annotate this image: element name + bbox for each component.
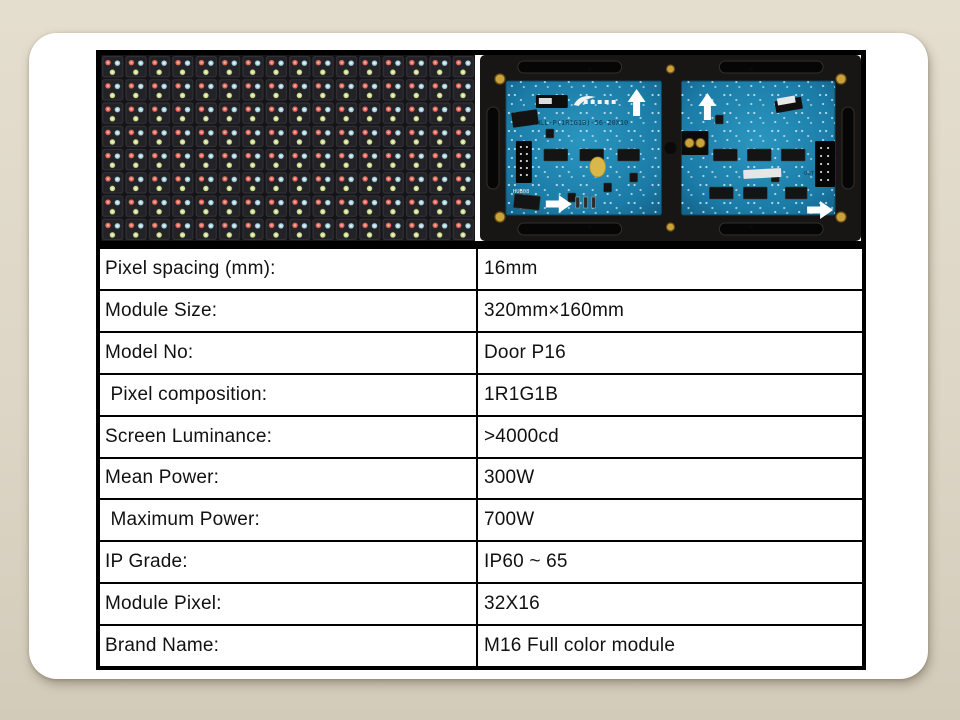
pcb-graphic: HLL-P(1R1G1B)-56-20X10 <box>480 55 861 241</box>
spec-label: IP Grade: <box>100 542 478 583</box>
spec-value: IP60 ~ 65 <box>484 551 568 573</box>
right-panel-components: OUT <box>681 93 836 219</box>
table-row: Pixel spacing (mm): 16mm <box>100 249 862 291</box>
led-front-photo <box>101 55 475 241</box>
out-label: OUT <box>804 171 815 177</box>
center-hole <box>664 142 677 154</box>
slide-content: HLL-P(1R1G1B)-56-20X10 <box>96 50 866 670</box>
table-row: Module Pixel: 32X16 <box>100 584 862 627</box>
slide-card: HLL-P(1R1G1B)-56-20X10 <box>29 33 928 679</box>
table-row: IP Grade: IP60 ~ 65 <box>100 542 862 585</box>
spec-label: Pixel composition: <box>100 374 478 415</box>
pcb-panels <box>505 80 836 216</box>
spec-value: M16 Full color module <box>484 635 676 657</box>
spec-label: Screen Luminance: <box>100 416 478 457</box>
spec-label: Maximum Power: <box>100 500 478 541</box>
spec-value: 700W <box>484 509 535 531</box>
spec-value: 300W <box>484 467 535 489</box>
pcb-back-photo: HLL-P(1R1G1B)-56-20X10 <box>480 55 861 241</box>
table-row: Mean Power: 300W <box>100 458 862 501</box>
spec-value: 16mm <box>484 257 538 279</box>
left-panel-components: HLL-P(1R1G1B)-56-20X10 <box>511 89 646 213</box>
frame-slots <box>486 60 855 236</box>
table-row: Module Size: 320mm×160mm <box>100 290 862 333</box>
spec-label: Module Pixel: <box>100 584 478 625</box>
spec-label: Brand Name: <box>100 626 478 667</box>
photos-row: HLL-P(1R1G1B)-56-20X10 <box>96 50 866 246</box>
frame-holes <box>587 66 754 230</box>
spec-value: 1R1G1B <box>484 383 559 405</box>
led-matrix-graphic <box>101 55 475 241</box>
spec-label: Module Size: <box>100 290 478 331</box>
hub-label: HUB08 <box>513 189 529 195</box>
spec-label: Pixel spacing (mm): <box>100 249 478 289</box>
table-row: Pixel composition: 1R1G1B <box>100 374 862 417</box>
table-row: Brand Name: M16 Full color module <box>100 626 862 667</box>
spec-value: Door P16 <box>484 341 566 363</box>
frame-screws <box>494 64 847 232</box>
silkscreen-text: HLL-P(1R1G1B)-56-20X10 <box>536 119 628 127</box>
spec-label: Mean Power: <box>100 458 478 499</box>
table-row: Model No: Door P16 <box>100 332 862 375</box>
table-row: Screen Luminance: >4000cd <box>100 416 862 459</box>
spec-value: 32X16 <box>484 593 540 615</box>
spec-label: Model No: <box>100 332 478 373</box>
led-pixel-grid <box>101 55 475 241</box>
table-row: Maximum Power: 700W <box>100 500 862 543</box>
spec-value: 320mm×160mm <box>484 299 625 321</box>
spec-value: >4000cd <box>484 425 559 447</box>
spec-table: Pixel spacing (mm): 16mm Module Size: 32… <box>96 246 866 670</box>
